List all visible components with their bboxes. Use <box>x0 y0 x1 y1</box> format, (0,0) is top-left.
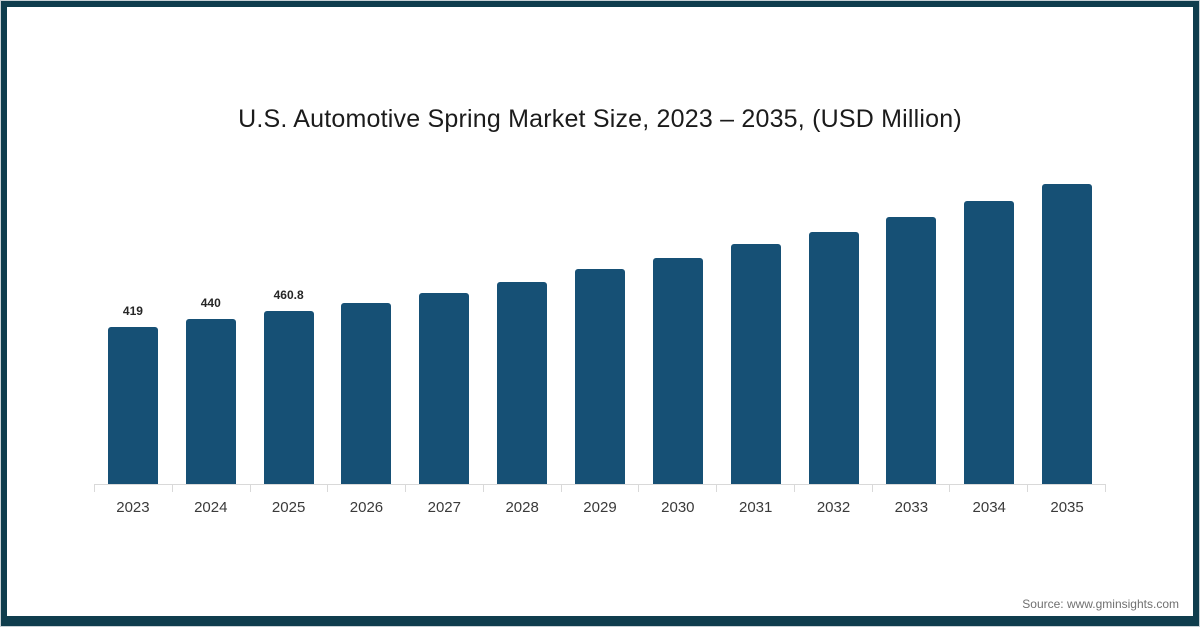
x-axis-tick <box>949 484 1027 492</box>
x-axis-tick <box>405 484 483 492</box>
x-axis-label-2026: 2026 <box>349 499 384 516</box>
plot-area: 419 440 460.8 2023 2024 2025 2026 2027 2028 2029… <box>94 154 1106 554</box>
x-axis-tick <box>871 484 950 492</box>
bar-2031 <box>730 244 781 484</box>
x-axis-label-2025: 2025 <box>271 499 306 516</box>
bar-slot <box>1028 154 1106 484</box>
chart-title: U.S. Automotive Spring Market Size, 2023… <box>238 105 962 133</box>
bar-2025 <box>263 311 314 484</box>
x-axis-tick <box>94 484 172 492</box>
x-axis-tick <box>249 484 328 492</box>
x-axis-label-2034: 2034 <box>972 499 1006 516</box>
bar-slot <box>639 154 717 484</box>
bar-slot <box>405 154 483 484</box>
x-axis-tick <box>327 484 405 492</box>
bar-slot <box>328 154 406 484</box>
bar-slot <box>872 154 950 484</box>
x-axis-tick <box>482 484 561 492</box>
bar-slot <box>483 154 561 484</box>
x-axis-tick <box>171 484 250 492</box>
bar-slot: 460.8 <box>250 154 328 484</box>
x-axis-labels: 2023 2024 2025 2026 2027 2028 2029 2030 2031 2032… <box>94 499 1106 516</box>
x-axis-label-2030: 2030 <box>661 499 695 516</box>
bar-slot <box>950 154 1028 484</box>
x-axis-tick <box>1027 484 1106 492</box>
bar-2026 <box>341 303 392 484</box>
x-axis-label-2033: 2033 <box>894 499 929 516</box>
bar-2028 <box>497 282 548 484</box>
bar-2029 <box>574 269 625 484</box>
x-axis-tick <box>716 484 794 492</box>
bar-slot <box>795 154 873 484</box>
x-axis-tick <box>638 484 716 492</box>
bar-2030 <box>652 258 703 484</box>
x-axis-tick <box>560 484 639 492</box>
x-axis-tick <box>793 484 872 492</box>
x-axis-label-2029: 2029 <box>583 499 617 516</box>
bar-series: 419 440 460.8 <box>94 154 1106 484</box>
bar-2024 <box>185 319 236 484</box>
bar-slot <box>561 154 639 484</box>
bar-2023 <box>107 327 158 484</box>
x-axis-line <box>94 484 1106 485</box>
bar-2034 <box>964 201 1015 484</box>
source-attribution: Source: www.gminsights.com <box>1022 597 1179 611</box>
x-axis-label-2024: 2024 <box>194 499 228 516</box>
bar-slot: 419 <box>94 154 172 484</box>
x-axis-label-2032: 2032 <box>816 499 851 516</box>
bar-slot <box>717 154 795 484</box>
x-axis-label-2028: 2028 <box>505 499 539 516</box>
x-axis-label-2027: 2027 <box>427 499 461 516</box>
x-axis-label-2035: 2035 <box>1050 499 1084 516</box>
x-axis-label-2031: 2031 <box>738 499 773 516</box>
bar-value-label: 419 <box>122 304 143 318</box>
x-axis-label-2023: 2023 <box>116 499 150 516</box>
bar-2033 <box>886 217 937 484</box>
bar-2032 <box>808 232 859 484</box>
bar-slot: 440 <box>172 154 250 484</box>
x-axis-ticks <box>94 484 1106 492</box>
bar-value-label: 440 <box>200 296 221 310</box>
bar-2035 <box>1042 184 1093 484</box>
bar-value-label: 460.8 <box>273 288 304 302</box>
bar-2027 <box>419 293 470 484</box>
